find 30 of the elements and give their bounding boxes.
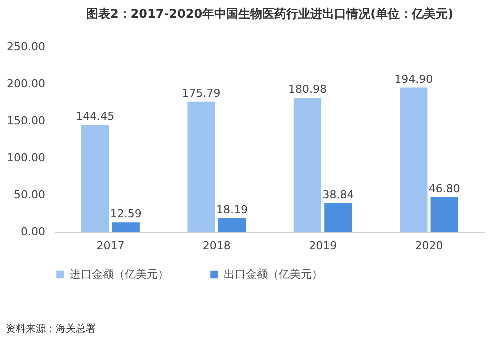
y-tick-label: 150.00 — [7, 114, 46, 128]
data-label: 194.90 — [394, 72, 434, 86]
x-tick-label: 2017 — [96, 240, 125, 252]
y-tick-label: 200.00 — [7, 78, 46, 90]
y-tick-label: 250.00 — [7, 40, 46, 54]
x-tick-label: 2019 — [309, 240, 338, 252]
bar — [400, 88, 428, 232]
data-label: 175.79 — [182, 86, 221, 100]
data-label: 12.59 — [110, 208, 142, 221]
bar — [218, 218, 246, 232]
legend-label: 出口金额（亿美元） — [224, 268, 323, 281]
bar — [112, 222, 140, 232]
text: 资料来源：海关总署 — [6, 322, 96, 336]
bar — [294, 98, 322, 232]
bar — [324, 203, 352, 232]
chart-title: 图表2：2017-2020年中国生物医药行业进出口情况(单位：亿美元) — [86, 7, 454, 21]
y-tick-label: 50.00 — [14, 188, 46, 202]
legend-label: 进口金额（亿美元） — [70, 268, 169, 281]
y-tick-label: 100.00 — [7, 152, 46, 164]
bar — [82, 125, 110, 232]
data-label: 144.45 — [76, 110, 115, 124]
x-tick-label: 2020 — [415, 240, 444, 252]
bar — [188, 102, 216, 232]
y-tick-label: 0.00 — [21, 226, 46, 238]
x-tick-label: 2018 — [202, 240, 231, 252]
data-label: 180.98 — [288, 83, 327, 96]
data-label: 18.19 — [216, 204, 248, 217]
data-label: 38.84 — [322, 188, 354, 202]
bar — [430, 197, 458, 232]
data-label: 46.80 — [428, 182, 460, 196]
